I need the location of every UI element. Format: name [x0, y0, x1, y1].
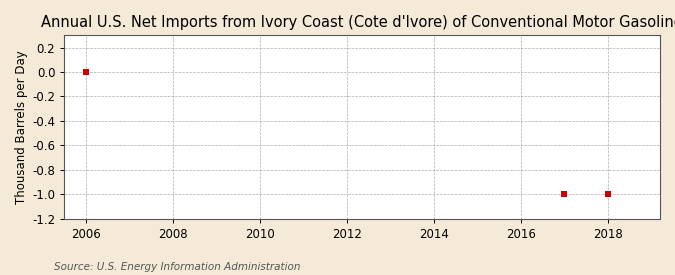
Text: Source: U.S. Energy Information Administration: Source: U.S. Energy Information Administ…	[54, 262, 300, 272]
Title: Annual U.S. Net Imports from Ivory Coast (Cote d'Ivore) of Conventional Motor Ga: Annual U.S. Net Imports from Ivory Coast…	[41, 15, 675, 30]
Y-axis label: Thousand Barrels per Day: Thousand Barrels per Day	[15, 50, 28, 204]
